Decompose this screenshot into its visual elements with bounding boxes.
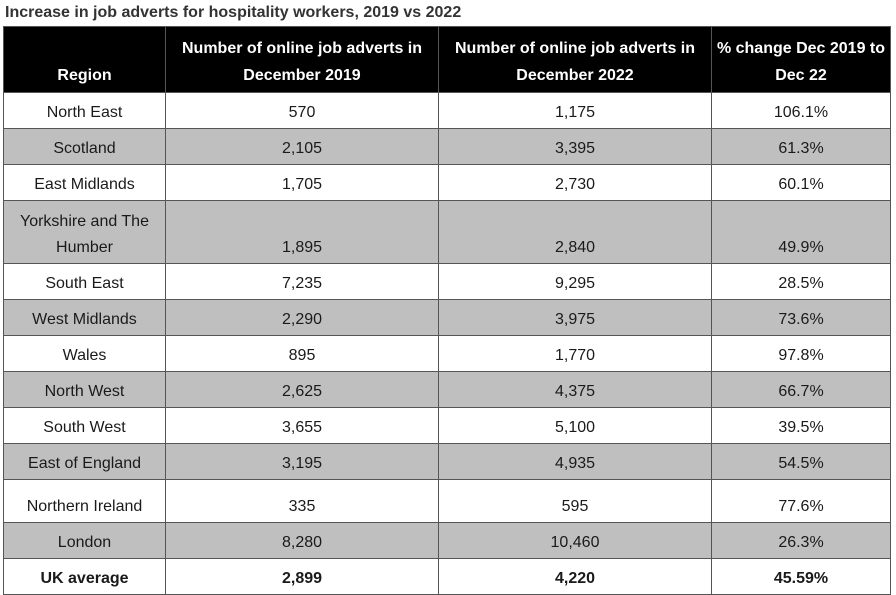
cell-region: Scotland	[3, 128, 166, 165]
cell-region: Yorkshire and The Humber	[3, 200, 166, 264]
header-dec-2022: Number of online job adverts in December…	[438, 26, 712, 93]
cell-change: 77.6%	[711, 479, 891, 523]
table-row: East Midlands 1,705 2,730 60.1%	[3, 164, 891, 201]
cell-dec-2022: 4,935	[438, 443, 712, 480]
cell-change: 49.9%	[711, 200, 891, 264]
header-region: Region	[3, 26, 166, 93]
cell-region: Northern Ireland	[3, 479, 166, 523]
table-row: North West 2,625 4,375 66.7%	[3, 371, 891, 408]
total-region: UK average	[3, 558, 166, 595]
cell-region: London	[3, 522, 166, 559]
cell-dec-2019: 895	[165, 335, 439, 372]
cell-region: West Midlands	[3, 299, 166, 336]
table-row: Northern Ireland 335 595 77.6%	[3, 479, 891, 523]
table-row: West Midlands 2,290 3,975 73.6%	[3, 299, 891, 336]
cell-dec-2019: 1,705	[165, 164, 439, 201]
cell-dec-2022: 595	[438, 479, 712, 523]
cell-dec-2022: 1,175	[438, 92, 712, 129]
table-row: South East 7,235 9,295 28.5%	[3, 263, 891, 300]
cell-region: East of England	[3, 443, 166, 480]
table-row: Yorkshire and The Humber 1,895 2,840 49.9%	[3, 200, 891, 264]
cell-change: 97.8%	[711, 335, 891, 372]
header-change: % change Dec 2019 to Dec 22	[711, 26, 891, 93]
header-row: Region Number of online job adverts in D…	[3, 26, 891, 93]
table-row: East of England 3,195 4,935 54.5%	[3, 443, 891, 480]
cell-change: 39.5%	[711, 407, 891, 444]
table-body: North East 570 1,175 106.1% Scotland 2,105 3,3…	[3, 92, 891, 595]
cell-change: 66.7%	[711, 371, 891, 408]
cell-dec-2019: 3,195	[165, 443, 439, 480]
cell-dec-2022: 5,100	[438, 407, 712, 444]
job-adverts-table: Region Number of online job adverts in D…	[3, 26, 891, 595]
cell-change: 61.3%	[711, 128, 891, 165]
cell-change: 28.5%	[711, 263, 891, 300]
cell-dec-2019: 1,895	[165, 200, 439, 264]
cell-region: East Midlands	[3, 164, 166, 201]
cell-dec-2022: 3,395	[438, 128, 712, 165]
cell-dec-2022: 1,770	[438, 335, 712, 372]
cell-dec-2022: 4,375	[438, 371, 712, 408]
cell-change: 106.1%	[711, 92, 891, 129]
cell-dec-2022: 3,975	[438, 299, 712, 336]
cell-region: North West	[3, 371, 166, 408]
cell-dec-2019: 2,105	[165, 128, 439, 165]
total-dec-2022: 4,220	[438, 558, 712, 595]
cell-change: 60.1%	[711, 164, 891, 201]
cell-dec-2019: 7,235	[165, 263, 439, 300]
cell-dec-2022: 2,730	[438, 164, 712, 201]
cell-dec-2022: 2,840	[438, 200, 712, 264]
cell-change: 73.6%	[711, 299, 891, 336]
cell-dec-2019: 335	[165, 479, 439, 523]
table-row: Wales 895 1,770 97.8%	[3, 335, 891, 372]
cell-region: Wales	[3, 335, 166, 372]
cell-region: South West	[3, 407, 166, 444]
table-title: Increase in job adverts for hospitality …	[5, 4, 462, 21]
cell-dec-2019: 570	[165, 92, 439, 129]
table-row: South West 3,655 5,100 39.5%	[3, 407, 891, 444]
table-row: North East 570 1,175 106.1%	[3, 92, 891, 129]
cell-dec-2019: 8,280	[165, 522, 439, 559]
table-row: Scotland 2,105 3,395 61.3%	[3, 128, 891, 165]
cell-dec-2019: 2,290	[165, 299, 439, 336]
header-dec-2019: Number of online job adverts in December…	[165, 26, 439, 93]
total-change: 45.59%	[711, 558, 891, 595]
cell-dec-2019: 3,655	[165, 407, 439, 444]
cell-region: North East	[3, 92, 166, 129]
total-row: UK average 2,899 4,220 45.59%	[3, 558, 891, 595]
total-dec-2019: 2,899	[165, 558, 439, 595]
cell-dec-2019: 2,625	[165, 371, 439, 408]
cell-dec-2022: 10,460	[438, 522, 712, 559]
cell-change: 26.3%	[711, 522, 891, 559]
cell-dec-2022: 9,295	[438, 263, 712, 300]
cell-region: South East	[3, 263, 166, 300]
table-row: London 8,280 10,460 26.3%	[3, 522, 891, 559]
cell-change: 54.5%	[711, 443, 891, 480]
